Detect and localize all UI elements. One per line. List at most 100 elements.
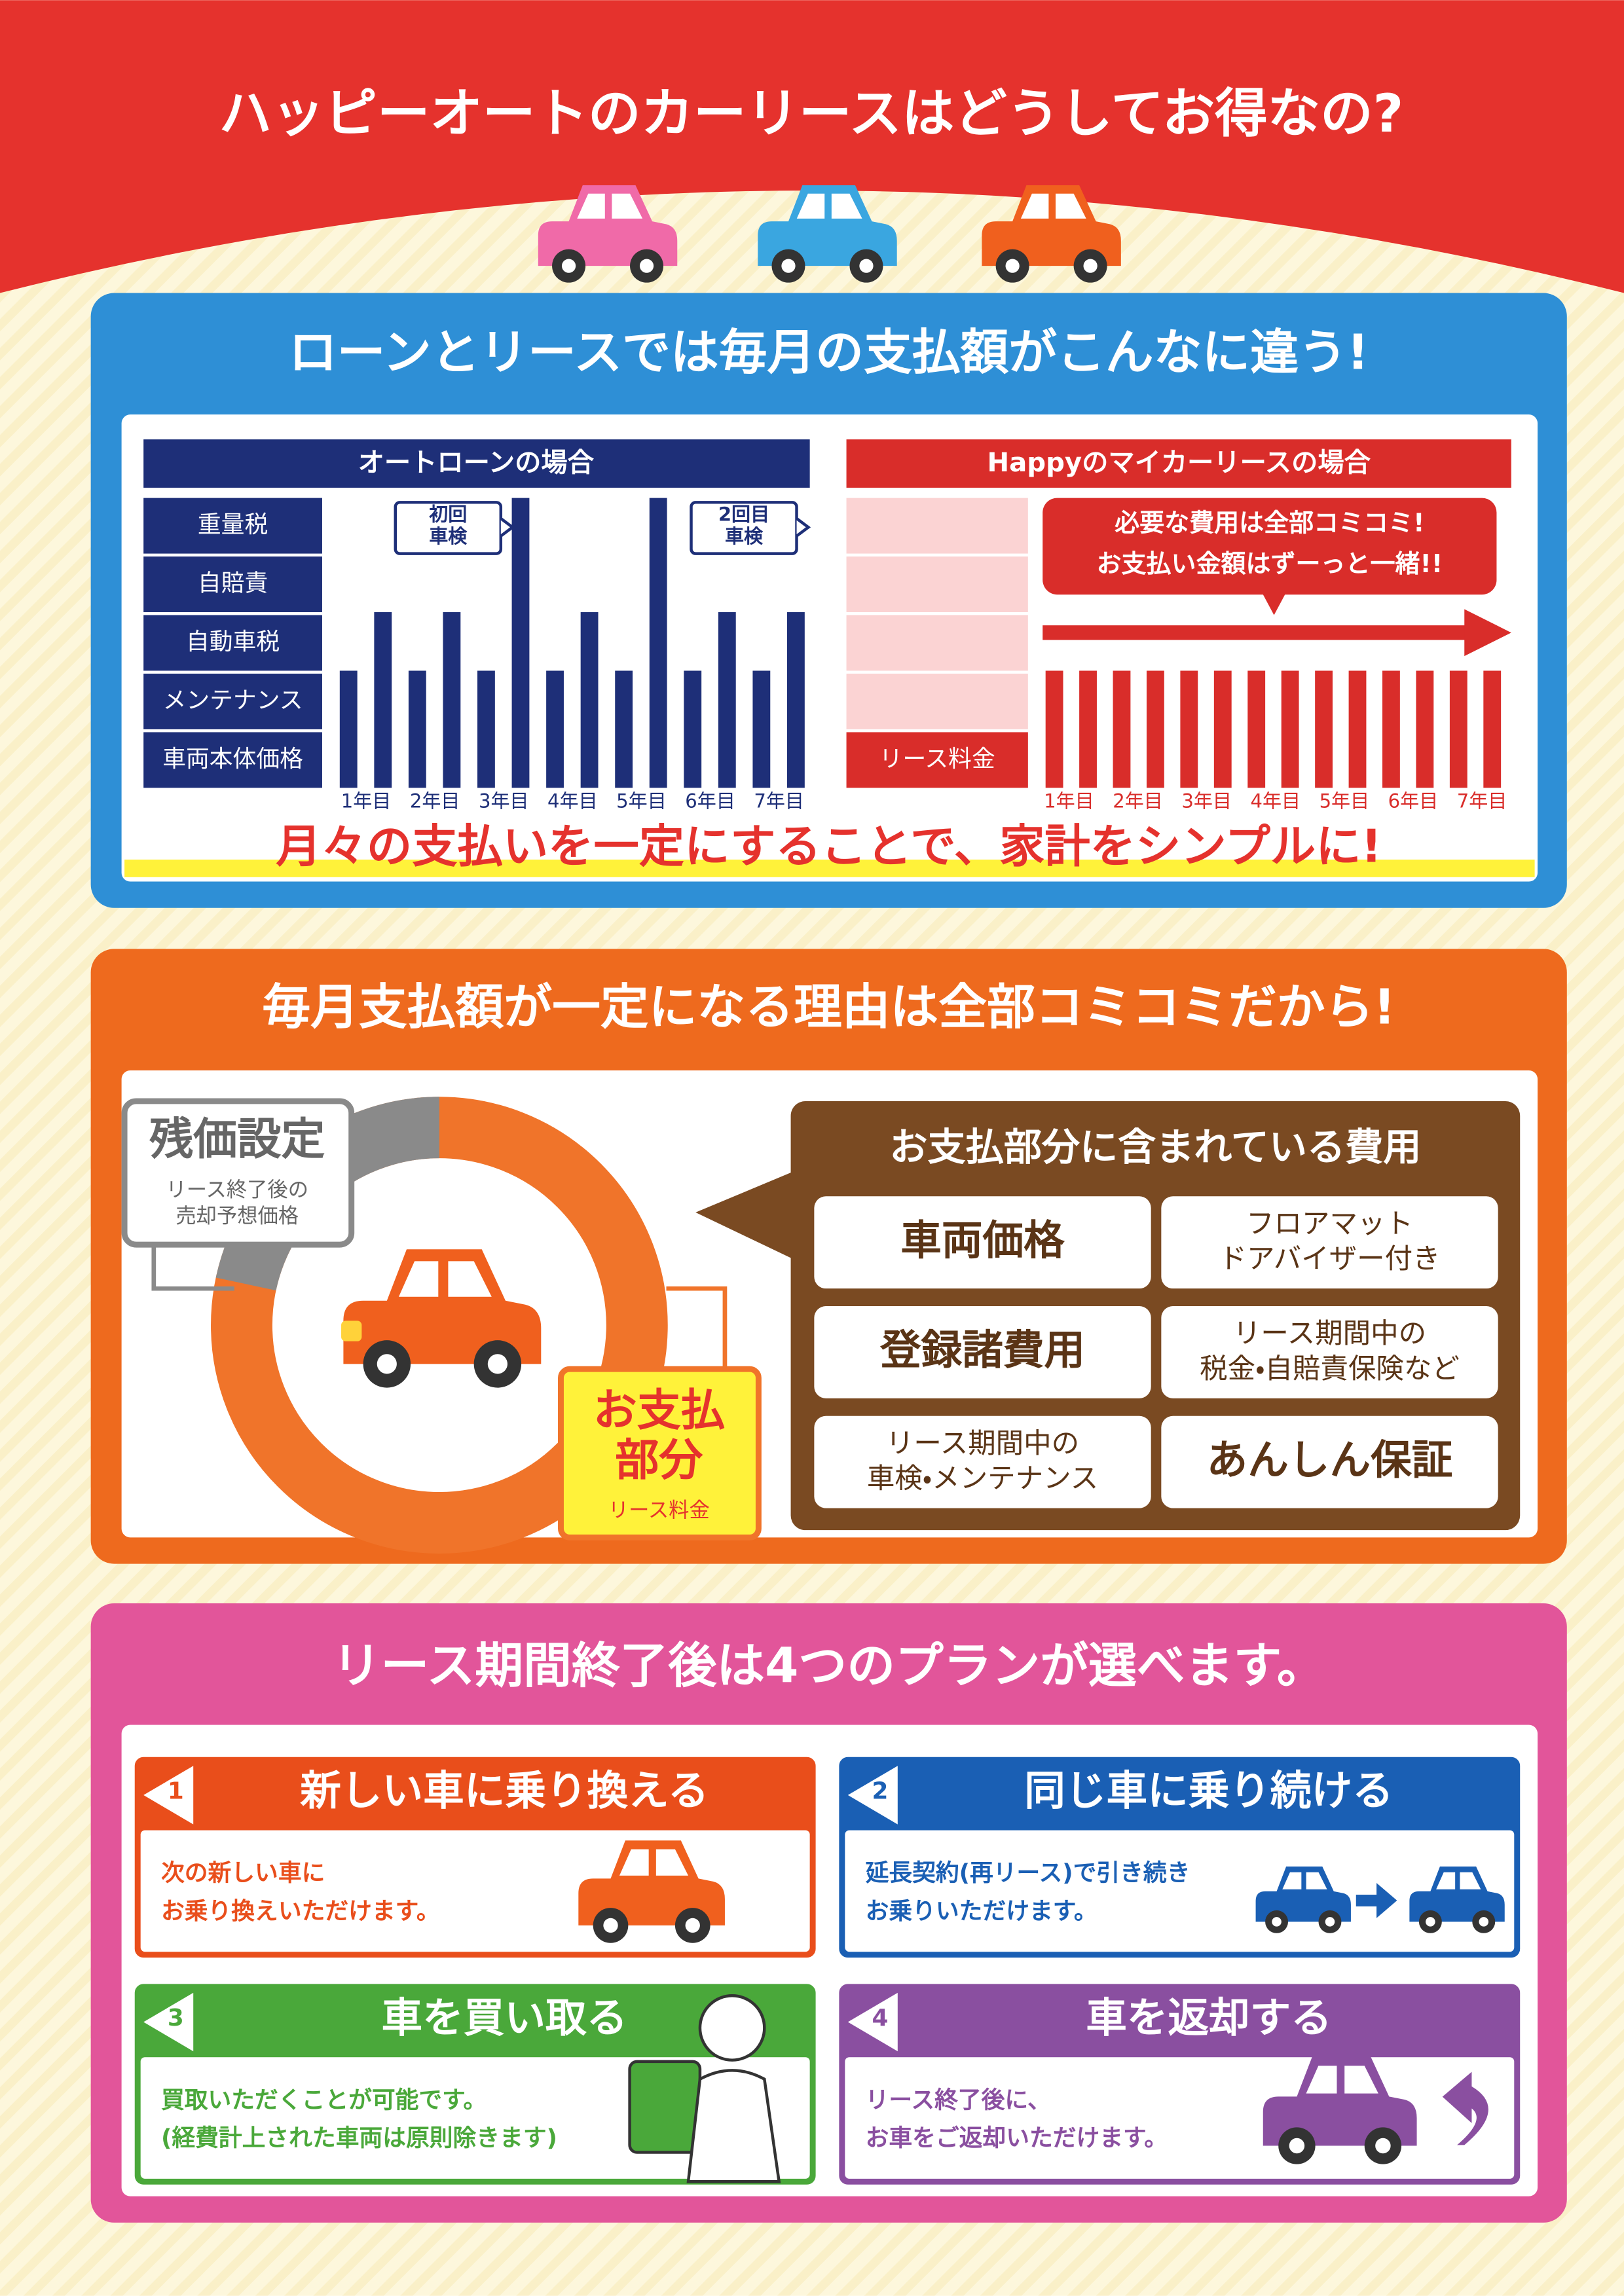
lease-bar [1483,670,1502,788]
car-window [1282,1872,1302,1889]
car-hub [561,259,576,273]
lease-bar [1113,670,1131,788]
plan-number: 4 [872,2005,889,2032]
plan-title: 車を返却する [1086,1994,1332,2041]
residual-box [121,1098,355,1248]
car-window [1344,2066,1378,2094]
lease-row [846,556,1028,613]
residual-note: リース終了後の [166,1178,309,1201]
lease-row [846,673,1028,729]
return-icon [1442,2071,1488,2145]
callout-pointer [1262,592,1286,615]
cost-item: 車両価格 [900,1216,1065,1264]
car-window [1056,193,1086,219]
cost-row-label: 自賠責 [198,570,268,597]
plan-text: 延長契約(再リース)で引き続き [866,1860,1190,1887]
car-hub [1289,2138,1305,2154]
plan-title: 新しい車に乗り換える [300,1767,709,1815]
year-label: 3年目 [1181,790,1232,812]
car-hub [1325,1917,1335,1927]
lease-row [846,498,1028,554]
cost-row [143,732,322,788]
plan-number: 2 [872,1777,889,1804]
loan-bar [546,670,564,788]
car-hub [377,1354,397,1374]
lease-bar [1348,670,1367,788]
plan-text: お車をご返却いただけます。 [866,2124,1168,2151]
car-hub [1005,259,1020,273]
year-label: 1年目 [1044,790,1094,812]
callout-text: 車検 [429,525,468,547]
lease-row [846,732,1028,788]
payment-title: お支払 [593,1385,725,1436]
car-window [612,193,643,219]
costs-title: お支払部分に含まれている費用 [889,1125,1421,1169]
callout-text: 必要な費用は全部コミコミ! [1115,508,1424,537]
year-label: 1年目 [341,790,392,812]
residual-note: 売却予想価格 [175,1205,299,1228]
loan-heading: オートローンの場合 [358,448,595,478]
lease-bar [1079,670,1097,788]
car-window [1306,2066,1337,2094]
plan-text: お乗りいただけます。 [866,1898,1098,1925]
payment-box [558,1366,762,1540]
car-body [758,185,897,266]
loan-bar [718,612,736,788]
year-label: 7年目 [1457,790,1507,812]
plan-flag [143,1766,194,1825]
section-title: ローンとリースでは毎月の支払額がこんなに違う! [289,325,1369,381]
car-hub [1272,1917,1282,1927]
car-hub [1426,1917,1435,1927]
cost-item: ドアバイザー付き [1219,1243,1440,1275]
car-hub [1375,2138,1391,2154]
car-body [343,1249,542,1364]
callout-text: 初回 [428,503,467,525]
car-hub [487,1354,507,1374]
car-window [655,1849,689,1876]
payment-title: 部分 [615,1434,703,1485]
cost-item: リース期間中の [886,1428,1079,1460]
plan-flag [143,1992,194,2052]
car-hub [781,259,796,273]
fee-label: リース料金 [879,746,995,773]
arrow-shaft [1043,625,1467,640]
year-label: 4年目 [547,790,598,812]
car-window [619,1849,649,1876]
car-hub [859,259,874,273]
lease-bar [1247,670,1266,788]
cost-row-label: メンテナンス [163,687,303,714]
plan-text: リース終了後に、 [866,2086,1051,2113]
lease-heading: Happyのマイカーリースの場合 [987,448,1371,478]
cost-card [814,1196,1151,1289]
lease-heading-bg [846,439,1511,488]
cost-item: 車検・メンテナンス [867,1463,1098,1495]
loan-bar [374,612,392,788]
car-body [982,185,1121,266]
car-window [796,193,825,219]
car-window [1020,193,1049,219]
cost-card [1161,1415,1498,1508]
payment-note: リース料金 [608,1499,710,1522]
car-hub [603,1918,618,1933]
cost-row [143,556,322,613]
callout-text: お支払い金額はずーっと一緒!! [1096,549,1443,578]
loan-bar [477,670,495,788]
loan-bar [408,670,426,788]
cost-item: 登録諸費用 [879,1326,1085,1374]
cost-card [1161,1306,1498,1398]
car-window [1306,1872,1327,1889]
year-label: 5年目 [1320,790,1370,812]
person-head [698,1994,766,2062]
cost-item: 税金・自賠責保険など [1200,1353,1460,1385]
page-title: ハッピーオートのカーリースはどうしてお得なの? [219,82,1403,144]
plan-text: 次の新しい車に [161,1860,325,1887]
plan-text: (経費計上された車両は原則除きます) [161,2124,557,2151]
cost-row-label: 車両本体価格 [162,746,303,773]
loan-bar [580,612,599,788]
year-label: 4年目 [1250,790,1301,812]
cost-item: リース期間中の [1233,1318,1426,1350]
loan-heading-bg [143,439,810,488]
car-body [1255,1867,1351,1922]
